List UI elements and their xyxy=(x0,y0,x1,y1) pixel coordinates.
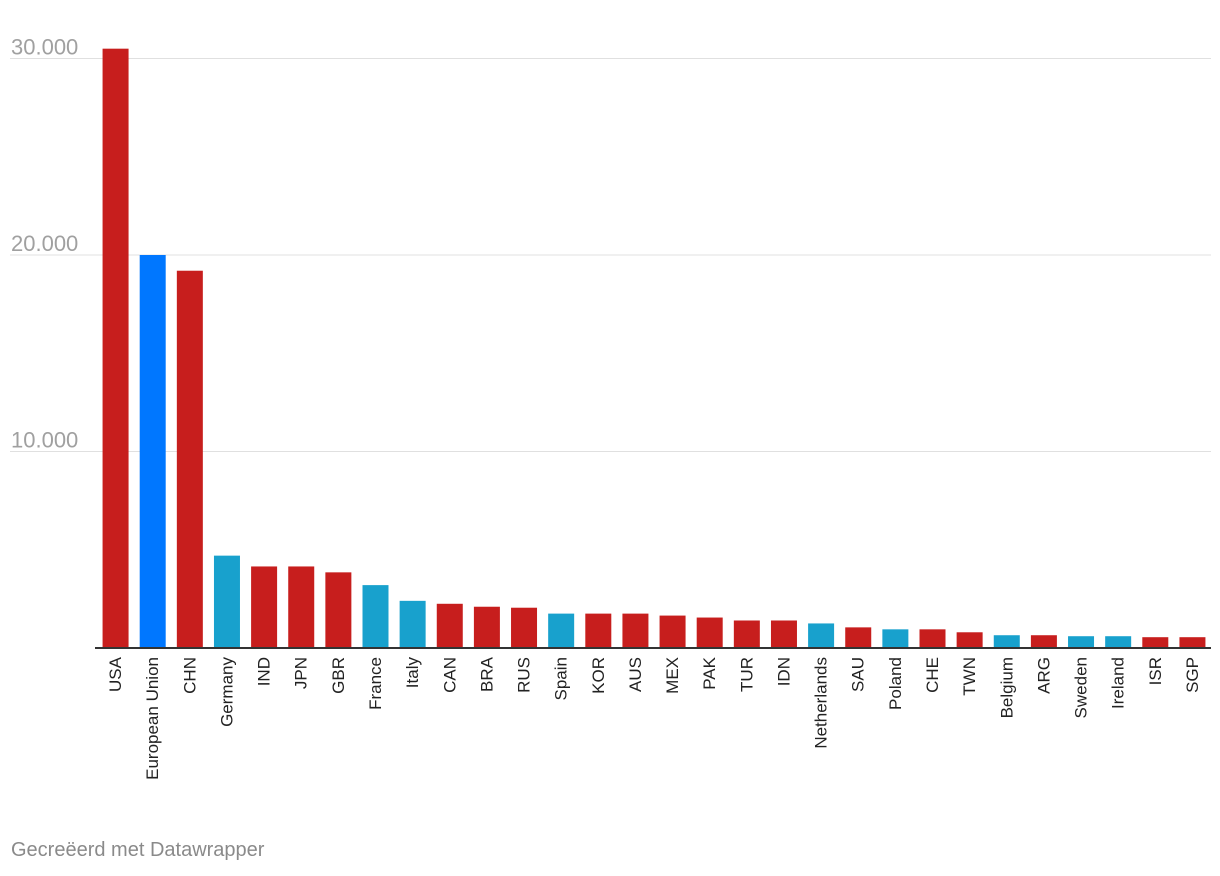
bar-kor xyxy=(585,613,612,648)
x-tick-label: Netherlands xyxy=(812,657,831,749)
y-tick-label: 30.000 xyxy=(11,35,78,60)
y-tick-label: 10.000 xyxy=(11,428,78,453)
bar-netherlands xyxy=(808,623,835,648)
x-tick-label: TWN xyxy=(960,657,979,696)
x-tick-label: France xyxy=(366,657,385,710)
bar-belgium xyxy=(993,635,1020,648)
x-tick-label: SGP xyxy=(1183,657,1202,693)
bar-italy xyxy=(399,600,426,648)
x-tick-label: Spain xyxy=(552,657,571,700)
bar-sweden xyxy=(1068,636,1095,648)
bar-usa xyxy=(102,48,129,649)
bar-idn xyxy=(770,620,797,648)
bar-germany xyxy=(213,555,240,648)
x-tick-label: CHN xyxy=(180,657,199,694)
bar-twn xyxy=(956,632,983,648)
x-tick-label: Germany xyxy=(217,657,236,727)
x-tick-label: USA xyxy=(106,656,125,692)
x-tick-label: ISR xyxy=(1146,657,1165,685)
x-tick-label: Ireland xyxy=(1109,657,1128,709)
bar-sgp xyxy=(1179,637,1206,648)
bar-isr xyxy=(1142,637,1169,648)
x-tick-label: RUS xyxy=(515,657,534,693)
x-tick-label: IDN xyxy=(774,657,793,686)
bar-bra xyxy=(473,606,500,648)
credit-text[interactable]: Gecreëerd met Datawrapper xyxy=(11,839,265,861)
x-tick-label: KOR xyxy=(589,657,608,694)
bar-chn xyxy=(176,270,203,648)
x-tick-label: IND xyxy=(255,657,274,686)
bar-can xyxy=(436,603,463,648)
bar-arg xyxy=(1030,635,1057,648)
x-tick-label: European Union xyxy=(143,657,162,780)
x-tick-label: AUS xyxy=(626,657,645,692)
x-tick-label: GBR xyxy=(329,657,348,694)
bar-jpn xyxy=(288,566,315,648)
x-tick-label: CAN xyxy=(440,657,459,693)
bar-mex xyxy=(659,615,686,648)
bar-tur xyxy=(733,620,760,648)
bar-che xyxy=(919,629,946,648)
x-tick-label: SAU xyxy=(849,657,868,692)
x-tick-label: Belgium xyxy=(997,657,1016,718)
x-tick-label: ARG xyxy=(1034,657,1053,694)
x-tick-label: Sweden xyxy=(1072,657,1091,718)
bar-chart: 10.000 20.000 30.000 USA European Union CHN Ge… xyxy=(10,35,1211,780)
bar-european-union xyxy=(139,255,166,648)
bar-ireland xyxy=(1105,636,1132,648)
bar-pak xyxy=(696,617,723,648)
x-tick-label: MEX xyxy=(663,657,682,694)
bar-ind xyxy=(251,566,278,648)
x-tick-label: JPN xyxy=(292,657,311,689)
y-tick-label: 20.000 xyxy=(11,231,78,256)
bar-poland xyxy=(882,629,909,648)
bar-rus xyxy=(511,607,538,648)
x-tick-label: Poland xyxy=(886,657,905,710)
x-tick-label: CHE xyxy=(923,657,942,693)
x-tick-label: PAK xyxy=(700,656,719,689)
bar-aus xyxy=(622,613,649,648)
chart-canvas: 10.000 20.000 30.000 USA European Union CHN Ge… xyxy=(10,35,1211,780)
x-tick-label: Italy xyxy=(403,657,422,689)
bar-spain xyxy=(548,613,575,648)
bar-france xyxy=(362,585,389,648)
bar-sau xyxy=(845,627,872,648)
x-tick-label: BRA xyxy=(477,656,496,692)
bar-gbr xyxy=(325,572,352,648)
x-tick-label: TUR xyxy=(737,657,756,692)
